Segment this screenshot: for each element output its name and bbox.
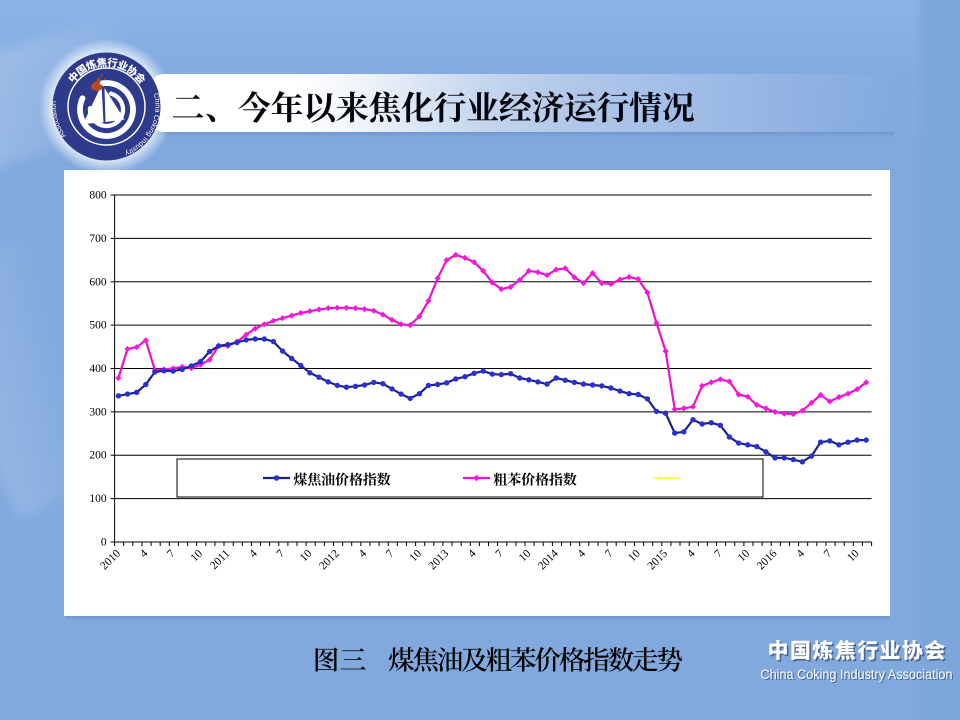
svg-text:China Coking Industry Associat: China Coking Industry Association: [761, 667, 953, 682]
svg-text:4: 4: [466, 547, 479, 560]
svg-text:7: 7: [603, 547, 616, 560]
svg-text:7: 7: [384, 547, 397, 560]
svg-text:0: 0: [101, 537, 107, 549]
svg-text:400: 400: [89, 363, 107, 375]
svg-text:700: 700: [89, 233, 107, 245]
svg-text:7: 7: [275, 547, 288, 560]
svg-text:7: 7: [165, 547, 178, 560]
svg-text:300: 300: [89, 406, 107, 418]
svg-text:4: 4: [794, 547, 807, 560]
svg-text:500: 500: [89, 320, 107, 332]
svg-text:China Coking Industry Associat: China Coking Industry Association: [762, 668, 954, 683]
svg-text:7: 7: [822, 547, 835, 560]
svg-text:600: 600: [89, 276, 107, 288]
svg-text:4: 4: [247, 547, 260, 560]
svg-text:7: 7: [712, 547, 725, 560]
svg-text:200: 200: [89, 450, 107, 462]
svg-text:4: 4: [357, 547, 370, 560]
svg-text:100: 100: [89, 493, 107, 505]
svg-text:4: 4: [138, 547, 151, 560]
svg-text:7: 7: [493, 547, 506, 560]
svg-text:4: 4: [576, 547, 589, 560]
svg-text:4: 4: [685, 547, 698, 560]
svg-text:800: 800: [89, 190, 107, 202]
